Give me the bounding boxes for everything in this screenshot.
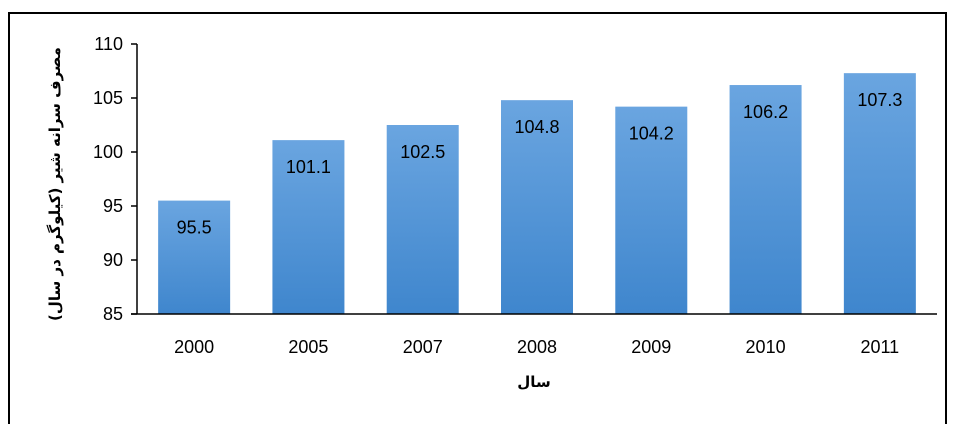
x-axis-ticks: 2000 2005 2007 2008 2009 2010 2011 [174, 337, 899, 357]
y-tick-label: 110 [94, 34, 123, 54]
x-tick-label: 2008 [517, 337, 557, 357]
x-tick-label: 2007 [403, 337, 443, 357]
data-label-2010: 106.2 [743, 102, 788, 122]
y-tick-label: 100 [93, 142, 123, 162]
data-label-2000: 95.5 [177, 218, 212, 238]
bar-2005 [272, 140, 345, 314]
x-axis-title: سال [517, 373, 550, 391]
bar-2000 [158, 200, 231, 314]
y-tick-label: 105 [93, 88, 123, 108]
bar-2007 [386, 125, 459, 314]
data-label-2011: 107.3 [857, 90, 902, 110]
data-label-2008: 104.8 [514, 117, 559, 137]
x-tick-label: 2000 [174, 337, 214, 357]
bar-2009 [615, 106, 688, 314]
data-label-2005: 101.1 [286, 157, 331, 177]
bar-2010 [729, 85, 802, 314]
y-axis-title: مصرف سرانه شیر (کیلوگرم در سال) [46, 47, 64, 321]
x-tick-label: 2011 [860, 337, 899, 357]
y-tick-label: 95 [103, 196, 123, 216]
chart-frame [8, 12, 947, 424]
x-tick-label: 2010 [746, 337, 786, 357]
x-tick-label: 2005 [288, 337, 328, 357]
y-axis-ticks: 85 90 95 100 105 110 [93, 34, 137, 324]
bar-2008 [501, 100, 573, 314]
bars: 95.5 101.1 102.5 104.8 104.2 106.2 107.3 [158, 73, 916, 314]
data-label-2007: 102.5 [400, 142, 445, 162]
y-tick-label: 90 [103, 250, 123, 270]
y-tick-label: 85 [103, 304, 123, 324]
bar-2011 [843, 73, 916, 314]
x-tick-label: 2009 [631, 337, 671, 357]
data-label-2009: 104.2 [629, 124, 674, 144]
